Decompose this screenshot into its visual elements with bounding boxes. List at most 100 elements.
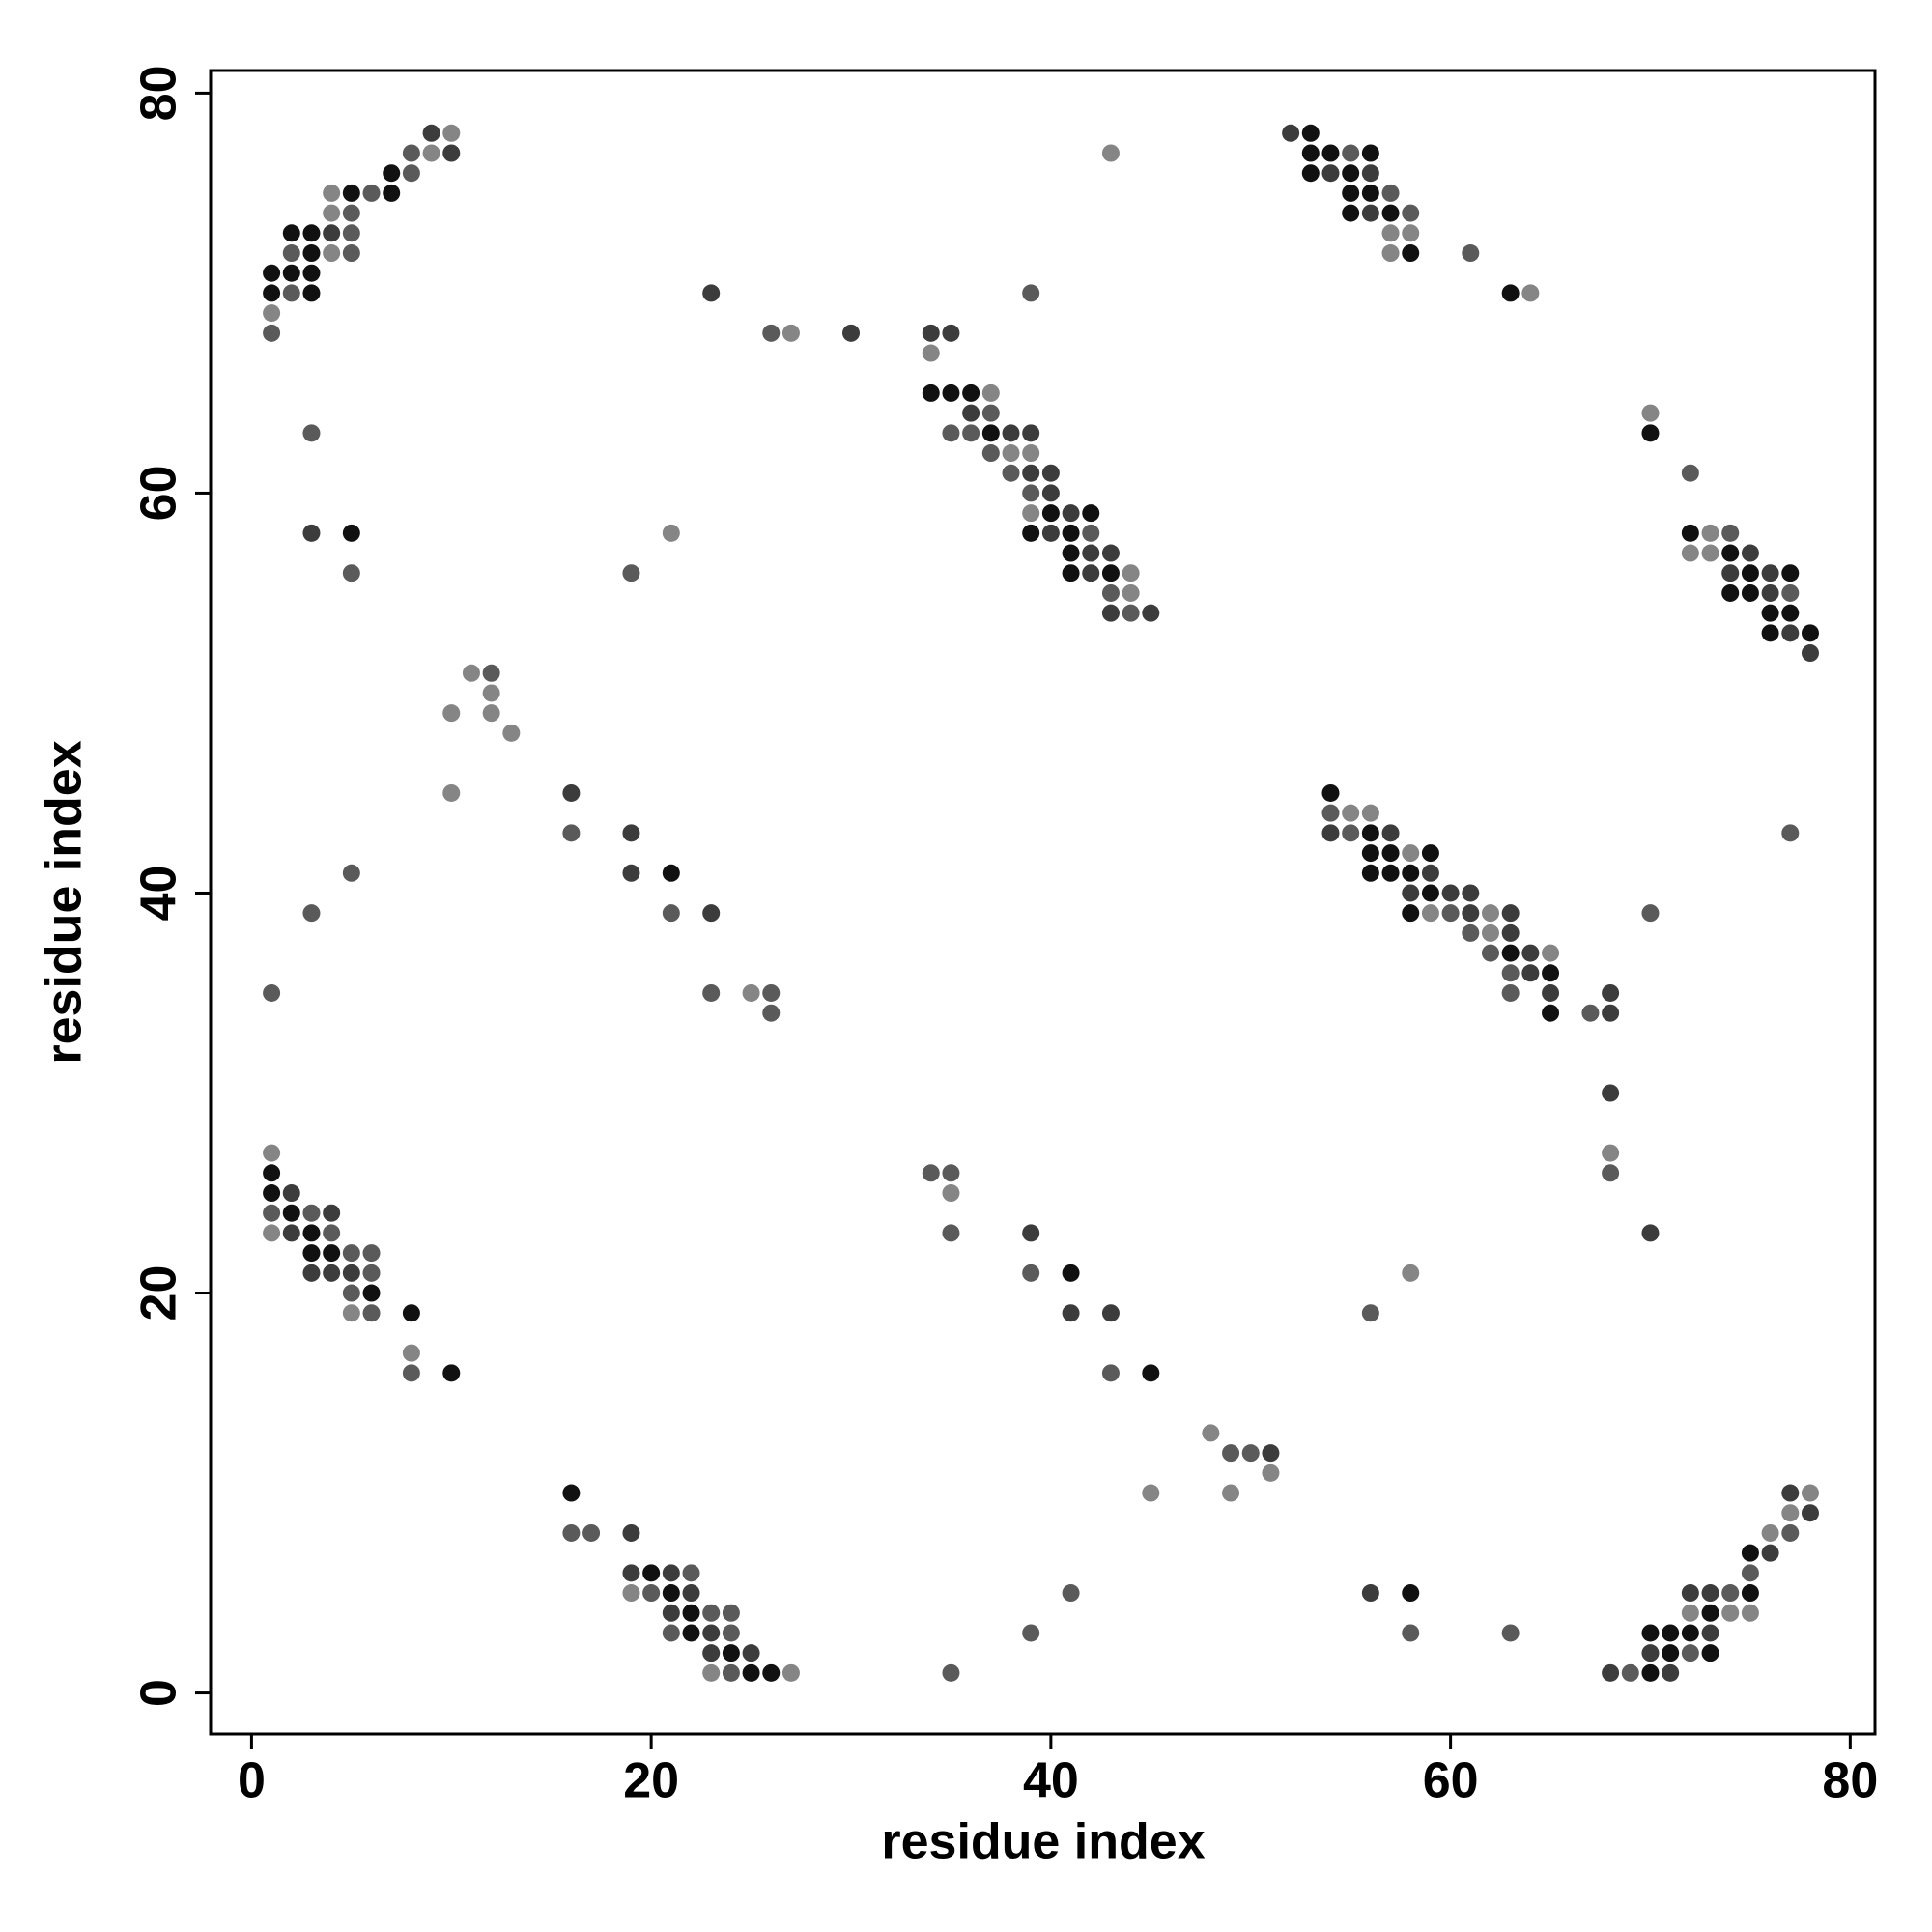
point: [1361, 184, 1379, 202]
point: [342, 244, 360, 263]
point: [1681, 544, 1699, 562]
point: [1342, 824, 1360, 842]
point: [1101, 564, 1120, 582]
point: [1701, 524, 1719, 542]
point: [1381, 184, 1400, 202]
point: [1721, 524, 1740, 542]
point: [1101, 144, 1120, 162]
point: [1781, 604, 1800, 622]
x-tick-label: 0: [238, 1753, 266, 1809]
point: [702, 983, 721, 1002]
point: [1481, 923, 1499, 942]
point: [1002, 464, 1020, 482]
point: [1082, 504, 1100, 523]
point: [1462, 923, 1480, 942]
point: [1761, 1523, 1779, 1542]
point: [562, 783, 581, 802]
point: [1701, 544, 1719, 562]
point: [402, 1304, 420, 1322]
point: [263, 264, 281, 282]
point: [1542, 1004, 1560, 1022]
point: [1602, 1663, 1620, 1682]
point: [263, 1204, 281, 1222]
point: [1681, 524, 1699, 542]
point: [1002, 424, 1020, 442]
point: [342, 1284, 360, 1302]
point: [263, 1184, 281, 1203]
point: [1062, 544, 1080, 562]
point: [962, 424, 980, 442]
point: [1381, 824, 1400, 842]
point: [342, 1264, 360, 1282]
point: [1402, 844, 1420, 863]
point: [622, 864, 640, 882]
point: [1222, 1444, 1240, 1463]
point: [1602, 1164, 1620, 1182]
point: [1781, 583, 1800, 602]
point: [282, 1184, 300, 1203]
point: [1041, 504, 1060, 523]
point: [842, 324, 861, 342]
x-tick-label: 40: [1023, 1753, 1079, 1809]
point: [1621, 1663, 1639, 1682]
point: [1361, 1304, 1379, 1322]
point: [662, 1604, 680, 1622]
y-axis-title: residue index: [37, 740, 93, 1064]
y-tick-label: 80: [131, 65, 187, 121]
point: [1741, 564, 1759, 582]
point: [282, 284, 300, 302]
point: [1662, 1663, 1680, 1682]
point: [342, 564, 360, 582]
point: [302, 1224, 321, 1242]
point: [263, 304, 281, 323]
point: [1122, 583, 1140, 602]
point: [1781, 824, 1800, 842]
point: [922, 324, 940, 342]
point: [1641, 1663, 1660, 1682]
point: [282, 1224, 300, 1242]
point: [1421, 884, 1439, 902]
point: [323, 1224, 341, 1242]
point: [562, 1523, 581, 1542]
point: [1381, 844, 1400, 863]
point: [742, 983, 760, 1002]
point: [1641, 1224, 1660, 1242]
x-tick-label: 60: [1423, 1753, 1479, 1809]
point: [1321, 144, 1340, 162]
point: [1142, 1364, 1160, 1382]
point: [1781, 624, 1800, 642]
point: [422, 144, 440, 162]
point: [1402, 244, 1420, 263]
point: [1301, 124, 1320, 142]
point: [263, 1164, 281, 1182]
point: [1361, 864, 1379, 882]
point: [662, 1584, 680, 1603]
point: [1361, 1584, 1379, 1603]
point: [1282, 124, 1300, 142]
point: [1741, 1564, 1759, 1582]
point: [1361, 844, 1379, 863]
point: [682, 1584, 700, 1603]
point: [362, 1244, 381, 1263]
point: [682, 1604, 700, 1622]
point: [981, 384, 1000, 402]
point: [1142, 604, 1160, 622]
plot-frame: [209, 69, 1877, 1736]
point: [942, 424, 960, 442]
point: [1202, 1424, 1220, 1442]
point: [942, 1164, 960, 1182]
point: [722, 1624, 740, 1642]
point: [1321, 804, 1340, 822]
point: [1481, 944, 1499, 962]
point: [1781, 1523, 1800, 1542]
point: [662, 864, 680, 882]
point: [1361, 824, 1379, 842]
point: [622, 564, 640, 582]
point: [1022, 524, 1040, 542]
point: [323, 224, 341, 242]
point: [1641, 424, 1660, 442]
point: [1781, 1504, 1800, 1522]
point: [1022, 1624, 1040, 1642]
point: [1342, 804, 1360, 822]
point: [1062, 1264, 1080, 1282]
